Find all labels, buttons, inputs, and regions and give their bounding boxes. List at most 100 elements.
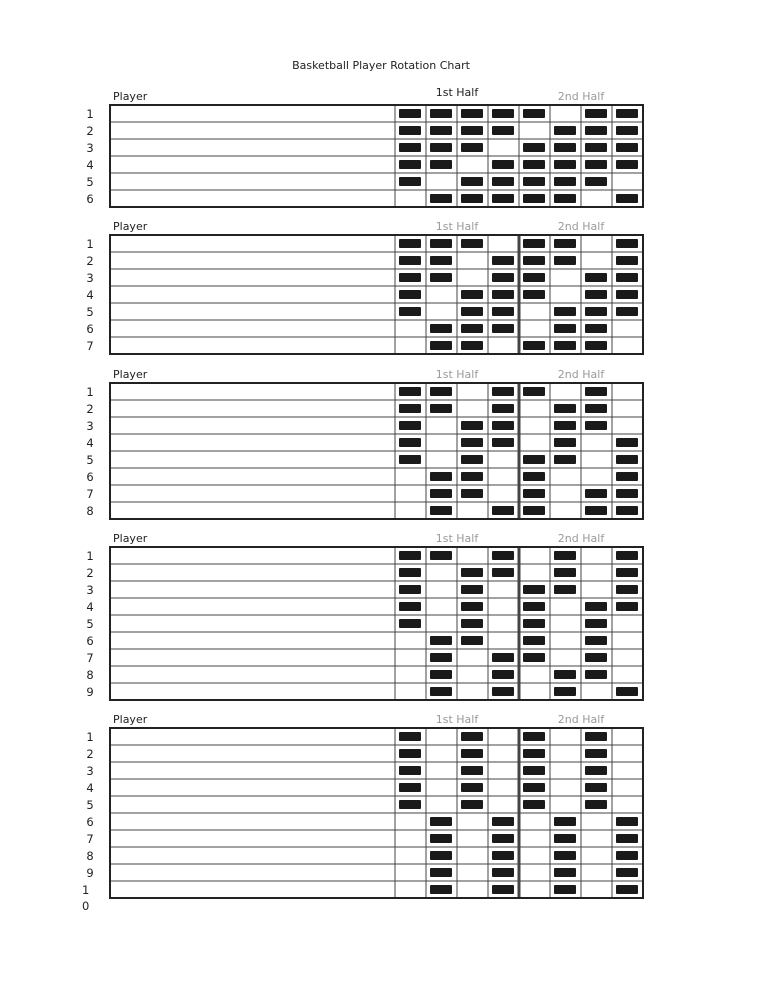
slot-cell <box>461 160 483 169</box>
slot-cell <box>616 834 638 843</box>
slot-cell <box>492 489 514 498</box>
slot-cell <box>461 653 483 662</box>
slot-cell <box>523 749 545 758</box>
slot-cell <box>492 455 514 464</box>
slot-cell <box>585 653 607 662</box>
slot-cell <box>616 619 638 628</box>
slot-cell <box>554 143 576 152</box>
slot-cell <box>585 834 607 843</box>
slot-cell <box>492 324 514 333</box>
slot-cell <box>399 472 421 481</box>
slot-cell <box>399 783 421 792</box>
slot-cell <box>523 307 545 316</box>
slot-cell <box>430 749 452 758</box>
slot-cell <box>399 619 421 628</box>
slot-cell <box>585 341 607 350</box>
slot-cell <box>554 194 576 203</box>
row-number: 10 <box>82 883 90 913</box>
slot-cell <box>430 834 452 843</box>
half-header: 1st Half <box>436 713 480 726</box>
slot-cell <box>461 421 483 430</box>
slot-cell <box>523 636 545 645</box>
row-number: 6 <box>86 322 93 336</box>
slot-cell <box>492 687 514 696</box>
slot-cell <box>523 455 545 464</box>
slot-cell <box>492 194 514 203</box>
slot-cell <box>523 653 545 662</box>
slot-cell <box>616 766 638 775</box>
slot-cell <box>399 749 421 758</box>
player-header: Player <box>113 90 148 103</box>
row-number: 5 <box>86 617 93 631</box>
slot-cell <box>523 239 545 248</box>
slot-cell <box>554 489 576 498</box>
slot-cell <box>430 404 452 413</box>
slot-cell <box>461 732 483 741</box>
slot-cell <box>399 387 421 396</box>
slot-cell <box>585 851 607 860</box>
slot-cell <box>523 160 545 169</box>
slot-cell <box>461 239 483 248</box>
slot-cell <box>430 800 452 809</box>
slot-cell <box>554 126 576 135</box>
slot-cell <box>399 732 421 741</box>
slot-cell <box>461 766 483 775</box>
row-number: 1 <box>86 549 93 563</box>
slot-cell <box>430 239 452 248</box>
slot-cell <box>616 687 638 696</box>
slot-cell <box>461 256 483 265</box>
slot-cell <box>430 885 452 894</box>
slot-cell <box>616 506 638 515</box>
slot-cell <box>616 273 638 282</box>
player-header: Player <box>113 713 148 726</box>
slot-cell <box>554 766 576 775</box>
slot-cell <box>523 568 545 577</box>
slot-cell <box>523 387 545 396</box>
slot-cell <box>585 472 607 481</box>
slot-cell <box>585 585 607 594</box>
slot-cell <box>399 194 421 203</box>
slot-cell <box>461 387 483 396</box>
slot-cell <box>585 324 607 333</box>
half-header: 2nd Half <box>558 368 606 381</box>
slot-cell <box>554 619 576 628</box>
slot-cell <box>616 109 638 118</box>
row-number: 5 <box>86 305 93 319</box>
slot-cell <box>399 568 421 577</box>
slot-cell <box>461 568 483 577</box>
slot-cell <box>399 868 421 877</box>
row-number: 2 <box>86 254 93 268</box>
slot-cell <box>523 143 545 152</box>
slot-cell <box>399 800 421 809</box>
slot-cell <box>523 619 545 628</box>
slot-cell <box>461 851 483 860</box>
slot-cell <box>554 506 576 515</box>
slot-cell <box>399 324 421 333</box>
slot-cell <box>585 687 607 696</box>
slot-cell <box>554 851 576 860</box>
slot-cell <box>585 732 607 741</box>
slot-cell <box>430 732 452 741</box>
row-number: 9 <box>86 685 93 699</box>
row-number: 2 <box>86 566 93 580</box>
slot-cell <box>554 290 576 299</box>
slot-cell <box>492 273 514 282</box>
slot-cell <box>399 341 421 350</box>
row-number: 7 <box>86 832 93 846</box>
slot-cell <box>616 160 638 169</box>
slot-cell <box>492 585 514 594</box>
slot-cell <box>461 472 483 481</box>
slot-cell <box>523 177 545 186</box>
slot-cell <box>461 885 483 894</box>
slot-cell <box>461 126 483 135</box>
slot-cell <box>492 256 514 265</box>
slot-cell <box>523 290 545 299</box>
player-header: Player <box>113 368 148 381</box>
row-number-text: 10 <box>82 883 90 913</box>
slot-cell <box>461 687 483 696</box>
slot-cell <box>430 551 452 560</box>
slot-cell <box>585 455 607 464</box>
slot-cell <box>585 868 607 877</box>
slot-cell <box>461 602 483 611</box>
slot-cell <box>492 851 514 860</box>
